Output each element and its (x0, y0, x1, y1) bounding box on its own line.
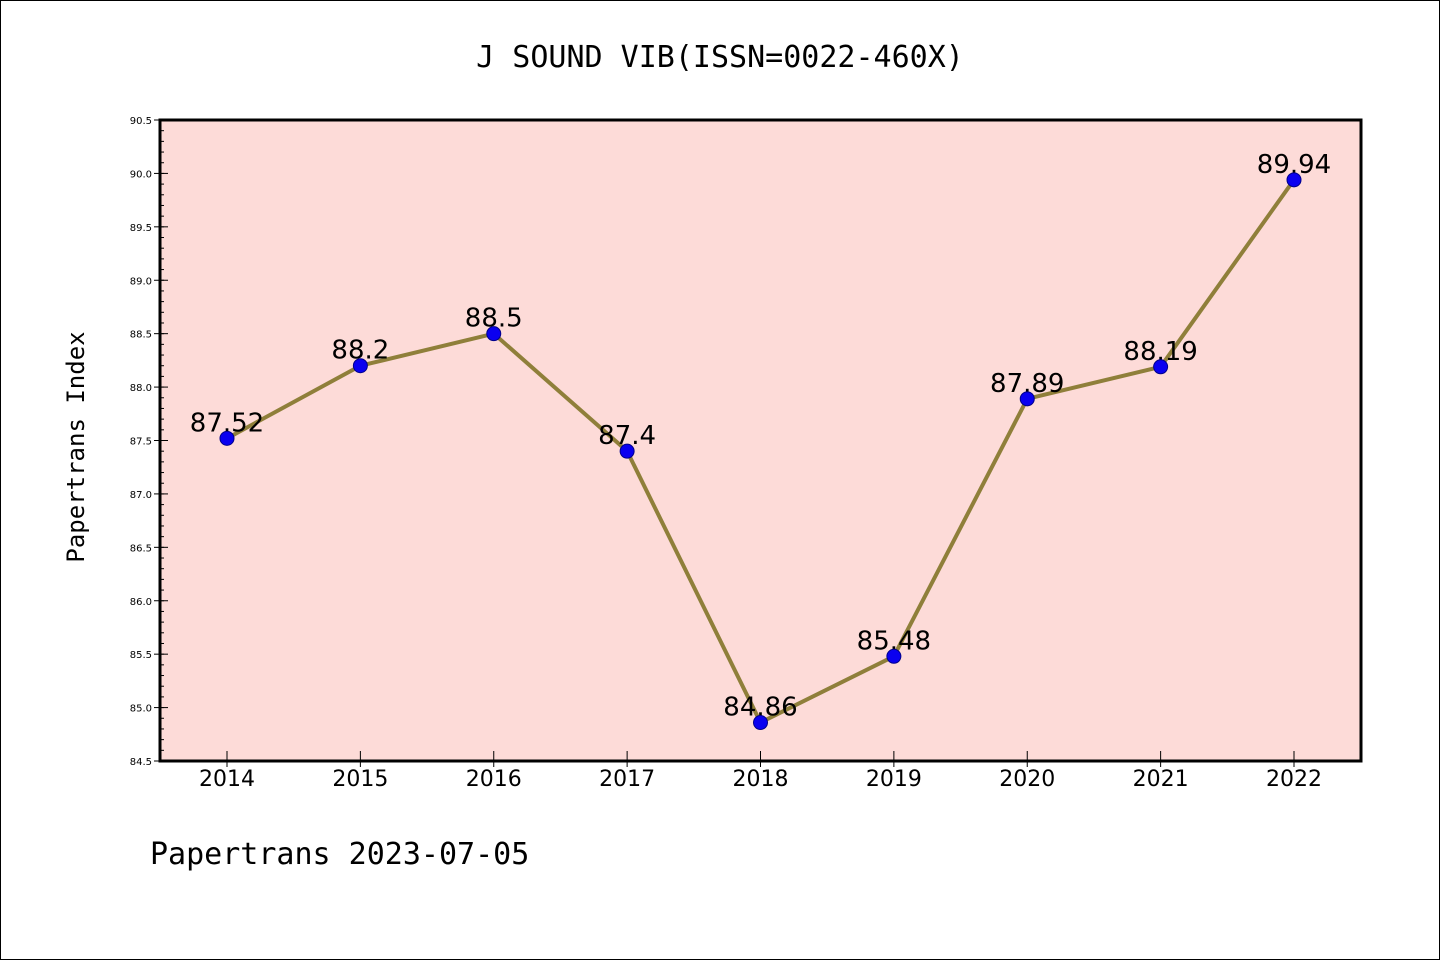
x-tick-label: 2021 (1133, 767, 1189, 792)
y-tick-label: 85.5 (130, 650, 152, 661)
data-point (619, 443, 635, 459)
y-tick-label: 87.5 (130, 437, 152, 448)
y-tick-label: 88.0 (130, 383, 152, 394)
x-tick-label: 2017 (599, 767, 655, 792)
plot-border (158, 118, 1363, 763)
x-tick-label: 2016 (466, 767, 522, 792)
data-point (352, 358, 368, 374)
data-point (219, 430, 235, 446)
y-tick-label: 85.0 (130, 704, 152, 715)
x-tick-label: 2022 (1266, 767, 1322, 792)
plot-area: 84.5 85.0 85.5 86.0 86.5 87.0 87.5 88.0 88.5 89.0… (130, 116, 1363, 792)
y-tick-label: 89.0 (130, 276, 152, 287)
chart-title: J SOUND VIB(ISSN=0022-460X) (476, 40, 964, 75)
footer-date: Papertrans 2023-07-05 (150, 837, 529, 872)
y-tick-label: 84.5 (130, 757, 152, 768)
y-tick-label: 90.5 (130, 116, 152, 127)
y-tick-label: 86.5 (130, 543, 152, 554)
y-axis-label: Papertrans Index (62, 331, 90, 562)
data-point (753, 715, 768, 731)
y-tick-label: 87.0 (130, 490, 152, 501)
data-point (1019, 391, 1035, 407)
y-tick-label: 90.0 (130, 169, 152, 180)
x-tick-label: 2014 (199, 767, 255, 792)
data-point (1153, 359, 1169, 375)
data-point (886, 648, 902, 664)
x-tick-label: 2015 (332, 767, 388, 792)
y-tick-label: 88.5 (130, 330, 152, 341)
data-point (1286, 172, 1302, 188)
y-tick-label: 86.0 (130, 597, 152, 608)
data-point (486, 326, 502, 342)
plot-background (160, 120, 1361, 761)
y-tick-label: 89.5 (130, 223, 152, 234)
x-tick-label: 2020 (999, 767, 1055, 792)
x-tick-label: 2018 (733, 767, 789, 792)
x-tick-label: 2019 (866, 767, 922, 792)
